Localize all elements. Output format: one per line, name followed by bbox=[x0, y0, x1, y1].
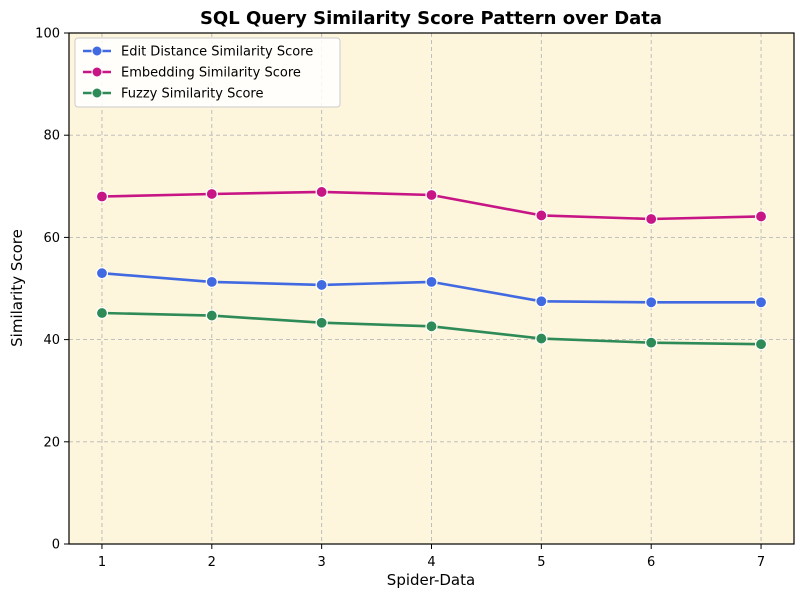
legend-entry: Edit Distance Similarity Score bbox=[83, 45, 313, 60]
legend-swatch-marker bbox=[91, 45, 103, 57]
legend-label: Embedding Similarity Score bbox=[121, 66, 301, 81]
y-tick-label: 40 bbox=[43, 333, 60, 348]
legend-entry: Embedding Similarity Score bbox=[83, 66, 301, 81]
data-point-fuzzy-similarity-score bbox=[95, 306, 109, 320]
x-tick-label: 6 bbox=[647, 555, 655, 570]
series-points bbox=[95, 185, 768, 351]
y-tick-label: 60 bbox=[43, 231, 60, 246]
data-point-edit-distance-similarity-score bbox=[754, 296, 768, 309]
data-point-fuzzy-similarity-score bbox=[205, 309, 218, 322]
x-tick-label: 2 bbox=[208, 555, 216, 570]
x-tick-label: 4 bbox=[427, 555, 435, 570]
data-point-fuzzy-similarity-score bbox=[645, 336, 658, 349]
data-point-fuzzy-similarity-score bbox=[535, 332, 548, 345]
x-tick-label: 7 bbox=[757, 555, 765, 570]
y-axis-ticks: 0 20 40 60 80 100 bbox=[35, 27, 69, 553]
x-tick-label: 5 bbox=[537, 555, 545, 570]
data-point-embedding-similarity-score bbox=[425, 188, 438, 202]
y-tick-label: 20 bbox=[43, 435, 60, 450]
legend-entry: Fuzzy Similarity Score bbox=[83, 87, 264, 102]
data-point-edit-distance-similarity-score bbox=[425, 275, 438, 288]
legend-label: Fuzzy Similarity Score bbox=[121, 87, 264, 102]
data-point-edit-distance-similarity-score bbox=[205, 275, 218, 288]
data-point-embedding-similarity-score bbox=[95, 190, 109, 203]
data-point-edit-distance-similarity-score bbox=[535, 295, 548, 308]
data-point-embedding-similarity-score bbox=[205, 187, 218, 201]
data-point-embedding-similarity-score bbox=[315, 185, 328, 199]
x-tick-label: 3 bbox=[318, 555, 326, 570]
data-point-fuzzy-similarity-score bbox=[315, 316, 328, 329]
data-point-edit-distance-similarity-score bbox=[315, 278, 328, 292]
data-point-edit-distance-similarity-score bbox=[95, 267, 109, 280]
legend-swatch-marker bbox=[91, 87, 103, 99]
x-tick-label: 1 bbox=[98, 555, 106, 570]
chart-title: SQL Query Similarity Score Pattern over … bbox=[200, 8, 662, 29]
legend-box bbox=[74, 37, 341, 108]
y-tick-label: 100 bbox=[35, 27, 60, 42]
data-point-embedding-similarity-score bbox=[754, 210, 768, 223]
data-point-fuzzy-similarity-score bbox=[425, 320, 438, 333]
y-axis-label: Similarity Score bbox=[8, 229, 26, 347]
data-point-embedding-similarity-score bbox=[645, 212, 658, 226]
legend: Edit Distance Similarity Score Embedding … bbox=[74, 37, 341, 108]
legend-swatch-marker bbox=[91, 66, 103, 78]
data-point-fuzzy-similarity-score bbox=[754, 338, 768, 351]
legend-label: Edit Distance Similarity Score bbox=[121, 45, 313, 60]
y-tick-label: 80 bbox=[43, 129, 60, 144]
data-point-embedding-similarity-score bbox=[535, 209, 548, 222]
y-tick-label: 0 bbox=[52, 538, 60, 553]
x-axis-ticks: 1 2 3 4 5 6 7 bbox=[98, 544, 765, 570]
data-point-edit-distance-similarity-score bbox=[645, 296, 658, 309]
x-axis-label: Spider-Data bbox=[387, 571, 475, 589]
